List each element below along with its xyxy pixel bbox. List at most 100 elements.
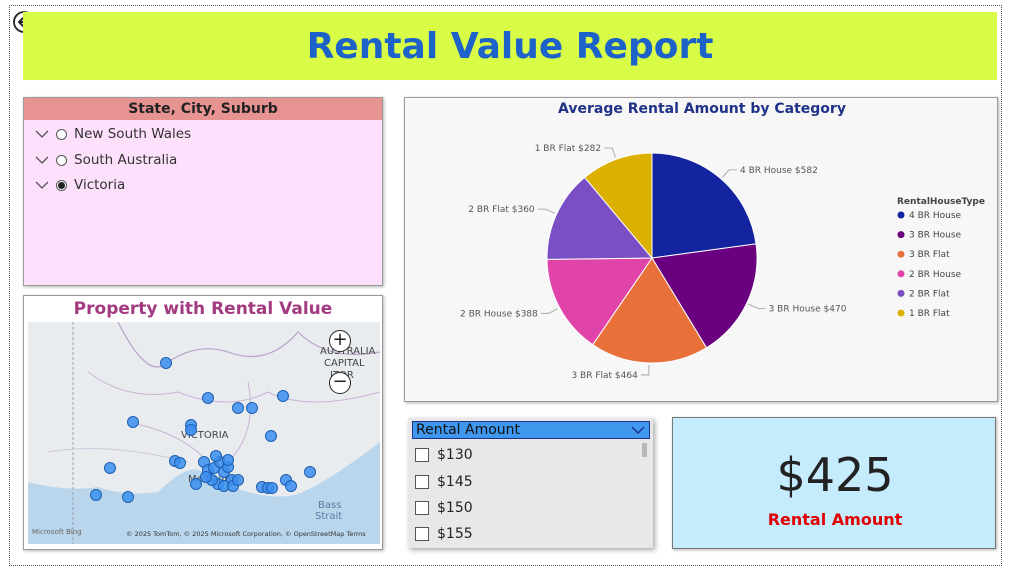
slicer-item-label: Victoria (74, 177, 126, 193)
slicer-header: State, City, Suburb (24, 98, 382, 120)
pie-slice-3-br-flat[interactable] (592, 257, 708, 364)
legend-entry[interactable]: 3 BR Flat (909, 250, 950, 260)
property-marker[interactable] (104, 462, 116, 474)
slicer-item-label: South Australia (74, 152, 178, 168)
leader-line (537, 208, 555, 214)
legend-entry[interactable]: 4 BR House (909, 211, 962, 221)
map-title: Property with Rental Value (73, 299, 333, 319)
amount-option-label: $155 (437, 526, 473, 542)
legend-entry[interactable]: 2 BR House (909, 270, 962, 280)
map-label-act: CAPITAL (324, 358, 365, 369)
pie-slice-4-br-house[interactable] (651, 152, 757, 259)
property-marker[interactable] (285, 480, 297, 492)
property-marker[interactable] (265, 430, 277, 442)
legend-entry[interactable]: 1 BR Flat (909, 309, 950, 319)
pie-slice-3-br-house[interactable] (651, 243, 758, 349)
property-marker[interactable] (202, 392, 214, 404)
chevron-down-icon[interactable] (34, 128, 50, 140)
checkbox[interactable] (415, 527, 429, 541)
property-marker[interactable] (222, 454, 234, 466)
chevron-down-icon[interactable] (34, 154, 50, 166)
pie-chart: 4 BR House $582 3 BR House $470 3 BR Flat … (460, 144, 985, 381)
leader-line (722, 169, 737, 178)
amount-option[interactable]: $130 (415, 445, 473, 465)
zoom-out-button[interactable]: − (329, 372, 351, 394)
map-attribution[interactable]: © 2025 TomTom, © 2025 Microsoft Corporat… (126, 530, 366, 538)
property-marker[interactable] (304, 466, 316, 478)
property-marker[interactable] (185, 424, 197, 436)
legend-marker (897, 250, 905, 258)
map-canvas[interactable]: VICTORIA AUSTRALIA CAPITAL ITOR Melbourn… (28, 322, 380, 544)
rental-amount-card: $425 Rental Amount (672, 417, 996, 549)
property-marker[interactable] (232, 402, 244, 414)
data-label: 4 BR House $582 (740, 166, 818, 176)
legend-marker (897, 231, 905, 239)
amount-option-label: $145 (437, 474, 473, 490)
property-marker[interactable] (90, 489, 102, 501)
map-label-act: AUSTRALIA (320, 346, 376, 357)
leader-line (604, 147, 616, 158)
legend-title: RentalHouseType (897, 197, 985, 207)
data-label: 1 BR Flat $282 (535, 144, 601, 154)
checkbox[interactable] (415, 475, 429, 489)
leader-line (640, 364, 650, 376)
rental-amount-dropdown[interactable]: Rental Amount (412, 421, 650, 439)
chevron-down-icon[interactable] (631, 426, 645, 435)
bing-logo: Microsoft Bing (32, 528, 82, 536)
chevron-down-icon[interactable] (34, 179, 50, 191)
pie-slice-1-br-flat[interactable] (583, 152, 653, 260)
property-markers[interactable] (28, 322, 380, 544)
property-marker[interactable] (232, 474, 244, 486)
card-label: Rental Amount (767, 510, 903, 529)
amount-option-label: $150 (437, 500, 473, 516)
report-page-border (9, 5, 1002, 566)
pie-chart-panel: Average Rental Amount by Category 4 BR H… (404, 97, 998, 402)
report-title-banner: Rental Value Report (23, 12, 997, 80)
data-label: 3 BR Flat $464 (571, 371, 638, 381)
legend-entry[interactable]: 3 BR House (909, 231, 962, 241)
checkbox[interactable] (415, 501, 429, 515)
map-background (28, 322, 380, 544)
radio-button-selected[interactable] (56, 179, 67, 191)
property-marker[interactable] (277, 390, 289, 402)
legend-marker (897, 270, 905, 278)
slicer-item-new-south-wales[interactable]: New South Wales (34, 124, 191, 144)
property-marker[interactable] (174, 457, 186, 469)
property-marker[interactable] (210, 450, 222, 462)
property-marker[interactable] (160, 357, 172, 369)
map-label-bass-strait: Bass (318, 500, 342, 511)
amount-option[interactable]: $150 (415, 498, 473, 518)
chart-title: Average Rental Amount by Category (558, 101, 846, 117)
legend-entry[interactable]: 2 BR Flat (909, 289, 950, 299)
location-slicer: State, City, Suburb New South Wales Sout… (23, 97, 383, 286)
leader-line (748, 303, 766, 309)
checkbox[interactable] (415, 448, 429, 462)
report-title: Rental Value Report (306, 25, 714, 67)
pie-slice-2-br-house[interactable] (546, 257, 653, 346)
data-label: 2 BR Flat $360 (468, 205, 535, 215)
property-marker[interactable] (190, 478, 202, 490)
radio-button[interactable] (56, 154, 67, 166)
property-marker[interactable] (200, 471, 212, 483)
property-marker[interactable] (122, 491, 134, 503)
legend-marker (897, 289, 905, 297)
scrollbar-thumb[interactable] (642, 443, 647, 457)
map-label-bass-strait: Strait (315, 511, 343, 522)
zoom-in-button[interactable]: + (329, 330, 351, 352)
property-marker[interactable] (266, 482, 278, 494)
amount-option[interactable]: $145 (415, 472, 473, 492)
data-label: 2 BR House $388 (460, 309, 538, 319)
card-value: $425 (776, 448, 894, 502)
slicer-item-south-australia[interactable]: South Australia (34, 150, 177, 170)
slicer-item-label: New South Wales (74, 126, 192, 142)
amount-option[interactable]: $155 (415, 524, 473, 544)
pie-slice-2-br-flat[interactable] (546, 176, 654, 260)
rental-amount-slicer: Rental Amount $130 $145 $150 $155 (408, 418, 653, 548)
amount-option-label: $130 (437, 447, 473, 463)
radio-button[interactable] (56, 128, 67, 140)
slicer-item-victoria[interactable]: Victoria (34, 175, 125, 195)
legend-marker (897, 309, 905, 317)
property-marker[interactable] (127, 416, 139, 428)
data-label: 3 BR House $470 (769, 304, 847, 314)
property-marker[interactable] (246, 402, 258, 414)
